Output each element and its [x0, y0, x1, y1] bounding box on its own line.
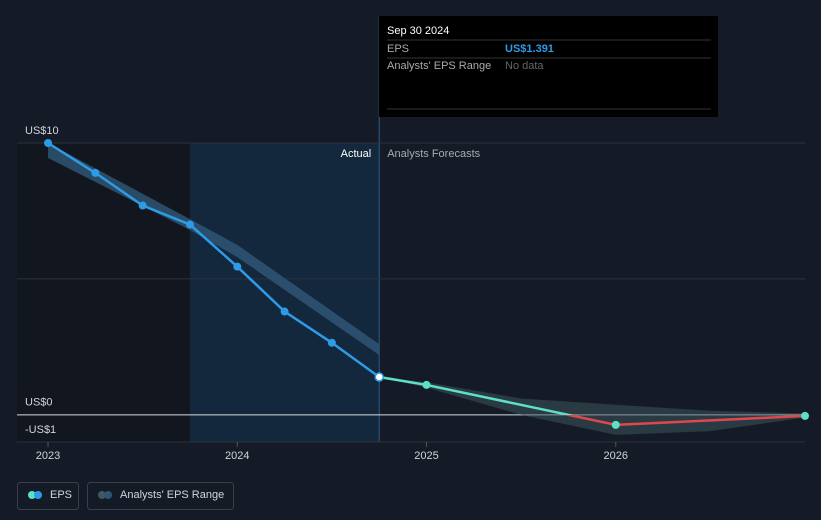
- x-tick-label: 2023: [36, 450, 60, 462]
- legend-swatch: [104, 491, 112, 499]
- legend-label: EPS: [50, 489, 72, 501]
- eps-forecast-point: [611, 420, 620, 429]
- eps-point: [233, 262, 242, 271]
- x-tick-label: 2026: [604, 450, 628, 462]
- actual-label: Actual: [341, 148, 372, 160]
- eps-forecast-line: [379, 375, 806, 427]
- eps-point: [44, 139, 53, 147]
- eps-point: [280, 307, 289, 316]
- eps-line: [47, 141, 380, 379]
- eps-point: [91, 168, 100, 177]
- past-region: [17, 143, 190, 442]
- legend-item[interactable]: [87, 482, 234, 510]
- tooltip-value: US$1.391: [505, 43, 554, 55]
- forecast-label: Analysts Forecasts: [387, 148, 480, 160]
- eps-point: [138, 201, 147, 210]
- tooltip-value: No data: [505, 60, 544, 72]
- tooltip-date: Sep 30 2024: [387, 25, 449, 37]
- tooltip: Sep 30 2024 EPS US$1.391 Analysts' EPS R…: [379, 16, 718, 117]
- plot-background: [17, 16, 805, 443]
- x-tick-label: 2025: [414, 450, 438, 462]
- y-tick-label: US$0: [25, 397, 53, 409]
- x-tick-label: 2024: [225, 450, 249, 462]
- eps-point: [185, 220, 194, 229]
- legend-swatch: [98, 491, 106, 499]
- y-tick-label: -US$1: [25, 424, 56, 436]
- tooltip-label: Analysts' EPS Range: [387, 60, 491, 72]
- plot: US$10 US$0 -US$1 2023 2024 2025 2026 Actual Anal…: [25, 125, 809, 462]
- eps-point: [327, 338, 336, 347]
- tooltip-label: EPS: [387, 43, 409, 55]
- highlight-region: [189, 143, 380, 442]
- legend: EPS Analysts' EPS Range: [17, 482, 234, 510]
- legend-swatch: [28, 491, 36, 499]
- eps-range-forecast-band: [379, 377, 805, 435]
- legend-swatch: [34, 491, 42, 499]
- tooltip-box: [379, 16, 718, 117]
- eps-forecast-point: [422, 380, 431, 389]
- legend-item[interactable]: [17, 482, 79, 510]
- eps-forecast-point: [801, 411, 809, 420]
- y-tick-label: US$10: [25, 125, 59, 137]
- eps-selected-point: [374, 372, 384, 382]
- legend-label: Analysts' EPS Range: [120, 489, 224, 501]
